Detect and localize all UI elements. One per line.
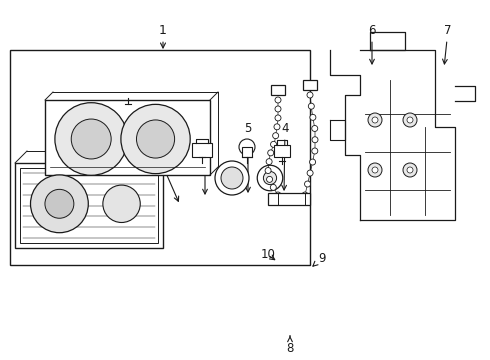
Bar — [192, 143, 212, 157]
Circle shape — [312, 148, 318, 154]
Circle shape — [305, 181, 311, 187]
Circle shape — [312, 126, 318, 131]
Text: 10: 10 — [261, 248, 275, 261]
Text: 1: 1 — [159, 23, 167, 48]
Circle shape — [221, 167, 243, 189]
Bar — [274, 145, 290, 157]
Bar — [45, 100, 210, 175]
Bar — [268, 193, 310, 205]
Text: 5: 5 — [245, 122, 252, 192]
Circle shape — [103, 185, 140, 222]
Circle shape — [312, 137, 318, 143]
Circle shape — [308, 103, 314, 109]
Circle shape — [310, 159, 316, 165]
Bar — [303, 80, 317, 90]
Circle shape — [264, 171, 276, 185]
Circle shape — [239, 139, 255, 155]
Circle shape — [307, 92, 313, 98]
Bar — [271, 85, 285, 95]
Circle shape — [275, 115, 281, 121]
Circle shape — [266, 159, 272, 165]
Bar — [20, 168, 158, 243]
Text: 8: 8 — [286, 336, 294, 355]
Circle shape — [307, 170, 313, 176]
Circle shape — [137, 120, 174, 158]
Circle shape — [270, 141, 276, 147]
Circle shape — [267, 176, 272, 183]
Text: 6: 6 — [368, 23, 376, 64]
Circle shape — [121, 104, 190, 174]
Circle shape — [368, 163, 382, 177]
Circle shape — [368, 113, 382, 127]
Circle shape — [270, 184, 276, 190]
Text: 3: 3 — [201, 122, 209, 194]
Bar — [242, 147, 252, 157]
Circle shape — [372, 167, 378, 173]
Circle shape — [45, 189, 74, 218]
Text: 2: 2 — [151, 141, 179, 201]
Text: 7: 7 — [442, 23, 452, 64]
Circle shape — [372, 117, 378, 123]
Circle shape — [272, 133, 279, 139]
Bar — [15, 163, 163, 248]
Circle shape — [275, 106, 281, 112]
Circle shape — [275, 97, 281, 103]
Circle shape — [407, 167, 413, 173]
Circle shape — [302, 192, 308, 198]
Circle shape — [30, 175, 88, 233]
Circle shape — [268, 150, 274, 156]
Circle shape — [265, 167, 271, 174]
Circle shape — [274, 124, 280, 130]
Circle shape — [257, 165, 283, 191]
Circle shape — [407, 117, 413, 123]
Circle shape — [71, 119, 111, 159]
Circle shape — [215, 161, 249, 195]
Text: 4: 4 — [281, 122, 289, 190]
Circle shape — [403, 113, 417, 127]
Circle shape — [310, 114, 316, 120]
Bar — [10, 50, 310, 265]
Circle shape — [55, 103, 127, 175]
Circle shape — [403, 163, 417, 177]
Text: 9: 9 — [313, 252, 326, 266]
Circle shape — [275, 192, 281, 198]
